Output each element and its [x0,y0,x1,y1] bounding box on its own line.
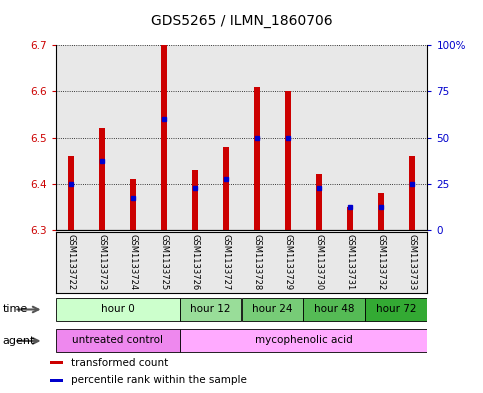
Bar [56,298,180,321]
Text: agent: agent [2,336,35,346]
Text: GSM1133731: GSM1133731 [345,234,355,290]
Bar [211,232,242,293]
Bar [303,298,366,321]
Bar [242,298,303,321]
Text: hour 72: hour 72 [376,304,417,314]
Bar [117,45,149,230]
Text: percentile rank within the sample: percentile rank within the sample [71,375,247,386]
Bar [366,298,427,321]
Text: mycophenolic acid: mycophenolic acid [255,335,353,345]
Bar [180,298,242,321]
Text: hour 12: hour 12 [190,304,231,314]
Bar [284,92,291,230]
Bar [272,45,303,230]
Bar [56,329,180,353]
Bar [334,45,366,230]
Bar [192,170,199,230]
Bar [180,45,211,230]
Text: GSM1133723: GSM1133723 [98,234,107,290]
Bar [50,361,63,364]
Bar [223,147,229,230]
Bar [86,45,117,230]
Bar [68,156,74,230]
Bar [50,379,63,382]
Bar [117,232,149,293]
Text: GSM1133732: GSM1133732 [376,234,385,290]
Text: GSM1133733: GSM1133733 [408,234,416,290]
Bar [303,232,334,293]
Text: GSM1133725: GSM1133725 [159,234,169,290]
Bar [129,179,136,230]
Text: hour 48: hour 48 [314,304,355,314]
Text: GSM1133727: GSM1133727 [222,234,230,290]
Bar [315,174,322,230]
Bar [56,232,86,293]
Text: GDS5265 / ILMN_1860706: GDS5265 / ILMN_1860706 [151,14,332,28]
Bar [56,45,86,230]
Bar [180,232,211,293]
Text: GSM1133730: GSM1133730 [314,234,324,290]
Bar [366,45,397,230]
Bar [272,232,303,293]
Bar [366,232,397,293]
Text: GSM1133729: GSM1133729 [284,234,293,290]
Bar [99,129,105,230]
Bar [161,45,168,230]
Text: hour 24: hour 24 [252,304,293,314]
Text: time: time [2,305,28,314]
Text: hour 0: hour 0 [100,304,134,314]
Bar [242,45,272,230]
Bar [242,232,272,293]
Text: GSM1133722: GSM1133722 [67,234,75,290]
Bar [397,232,427,293]
Bar [378,193,384,230]
Bar [180,329,427,353]
Bar [254,87,260,230]
Bar [397,45,427,230]
Text: GSM1133728: GSM1133728 [253,234,261,290]
Text: untreated control: untreated control [72,335,163,345]
Text: GSM1133726: GSM1133726 [190,234,199,290]
Text: transformed count: transformed count [71,358,169,368]
Bar [334,232,366,293]
Bar [211,45,242,230]
Bar [303,45,334,230]
Text: GSM1133724: GSM1133724 [128,234,138,290]
Bar [149,232,180,293]
Bar [86,232,117,293]
Bar [347,207,354,230]
Bar [409,156,415,230]
Bar [149,45,180,230]
